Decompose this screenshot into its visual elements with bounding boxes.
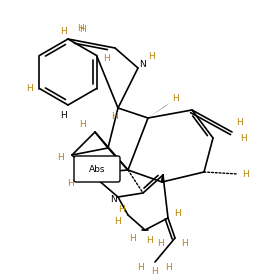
- Text: H: H: [103, 54, 110, 63]
- Text: H: H: [149, 51, 155, 61]
- Text: H: H: [237, 118, 243, 126]
- Text: N: N: [110, 195, 117, 203]
- Text: H: H: [79, 24, 85, 34]
- Text: H: H: [152, 267, 158, 277]
- FancyBboxPatch shape: [74, 156, 120, 182]
- Text: H: H: [182, 239, 188, 247]
- Text: H: H: [26, 84, 33, 93]
- Text: H: H: [112, 111, 118, 120]
- Text: H: H: [158, 239, 164, 247]
- Text: H: H: [138, 264, 144, 272]
- Text: H: H: [57, 153, 63, 162]
- Text: N: N: [140, 59, 146, 68]
- Text: H: H: [60, 110, 66, 120]
- Text: H: H: [240, 133, 247, 143]
- Text: H: H: [60, 26, 66, 36]
- Text: H: H: [147, 235, 153, 244]
- Text: Abs: Abs: [89, 165, 105, 173]
- Text: H: H: [80, 120, 86, 128]
- Text: H: H: [166, 264, 172, 272]
- Text: H: H: [78, 24, 84, 33]
- Text: H: H: [175, 208, 181, 217]
- Text: H: H: [67, 178, 73, 187]
- Text: H: H: [119, 205, 125, 214]
- Text: H: H: [115, 217, 121, 225]
- Text: H: H: [130, 234, 137, 242]
- Text: H: H: [243, 170, 249, 178]
- Polygon shape: [148, 103, 170, 118]
- Text: H: H: [173, 93, 179, 103]
